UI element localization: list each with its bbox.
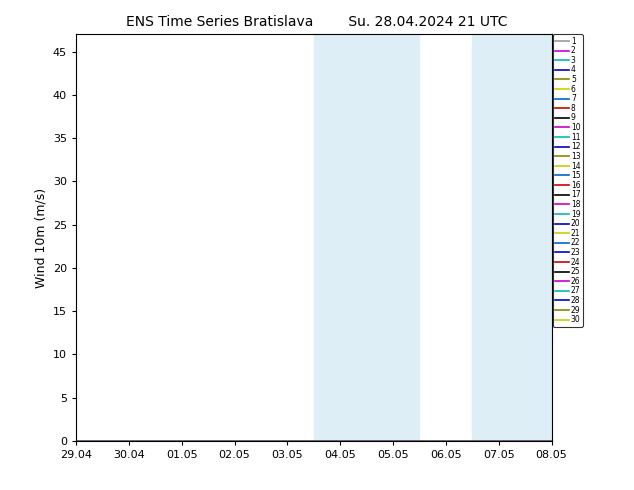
Y-axis label: Wind 10m (m/s): Wind 10m (m/s): [34, 188, 48, 288]
Text: ENS Time Series Bratislava        Su. 28.04.2024 21 UTC: ENS Time Series Bratislava Su. 28.04.202…: [126, 15, 508, 29]
Bar: [472, 34, 578, 441]
Bar: [314, 34, 420, 441]
Legend: 1, 2, 3, 4, 5, 6, 7, 8, 9, 10, 11, 12, 13, 14, 15, 16, 17, 18, 19, 20, 21, 22, 2: 1, 2, 3, 4, 5, 6, 7, 8, 9, 10, 11, 12, 1…: [553, 34, 583, 327]
